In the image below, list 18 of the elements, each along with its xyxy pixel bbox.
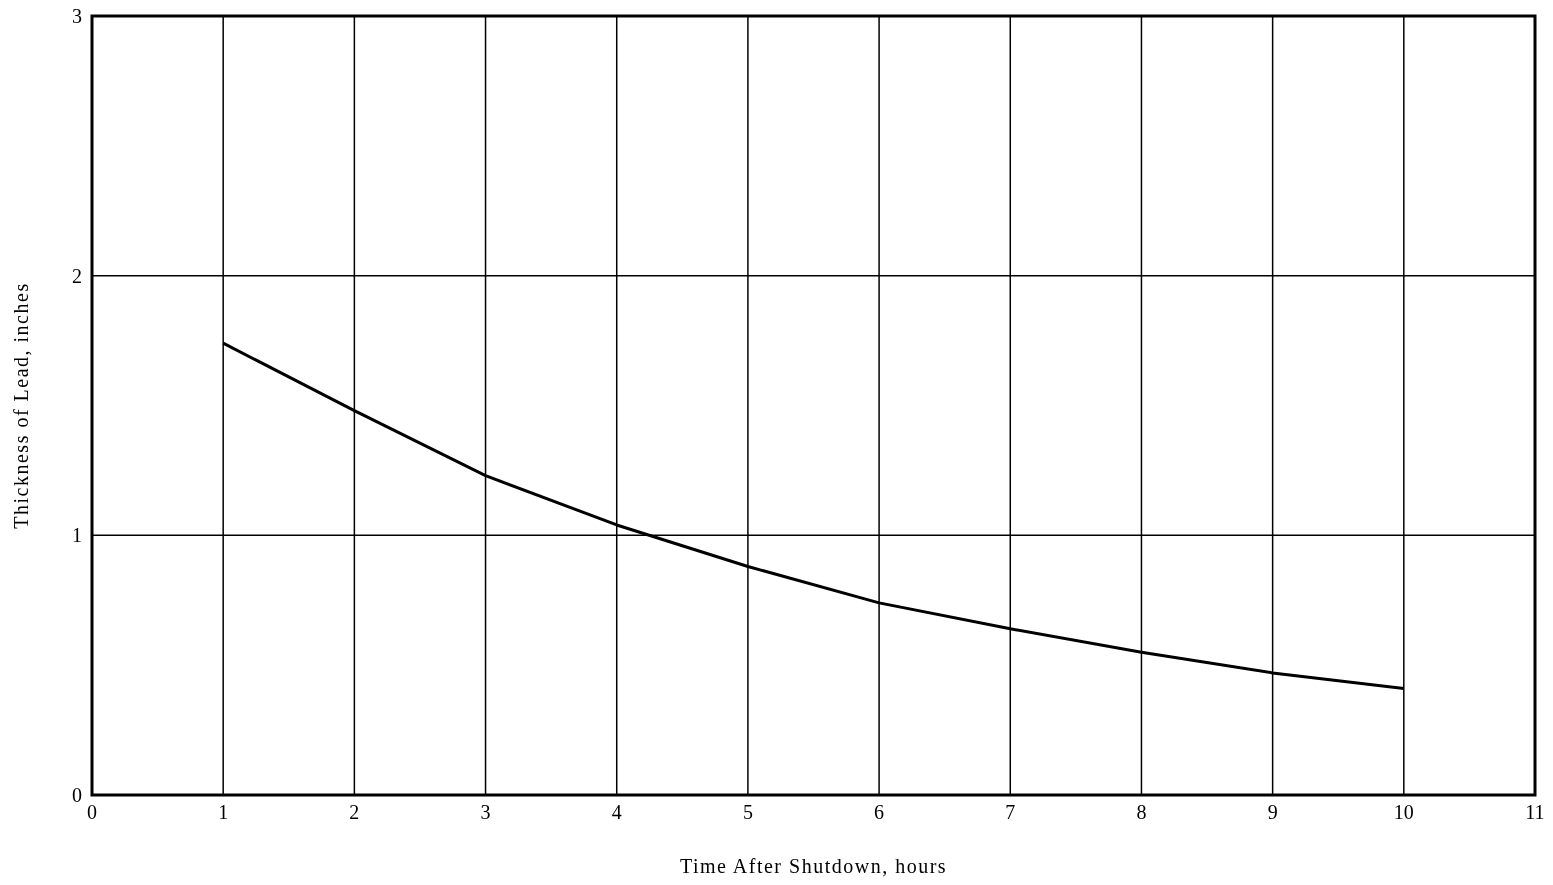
- x-tick-label: 7: [1005, 801, 1016, 823]
- x-tick-label: 1: [218, 801, 229, 823]
- x-tick-label: 9: [1267, 801, 1278, 823]
- y-tick-label: 3: [72, 5, 82, 27]
- x-tick-label: 11: [1525, 801, 1545, 823]
- x-tick-label: 10: [1393, 801, 1414, 823]
- y-tick-label: 1: [72, 524, 82, 547]
- y-tick-label: 0: [72, 784, 82, 806]
- y-tick-label: 2: [72, 264, 82, 287]
- x-tick-label: 6: [874, 801, 885, 823]
- x-tick-label: 0: [87, 801, 97, 823]
- x-tick-label: 8: [1136, 801, 1147, 823]
- x-tick-label: 5: [742, 801, 753, 823]
- x-tick-label: 4: [611, 801, 622, 823]
- x-tick-label: 2: [349, 801, 360, 823]
- y-axis-title: Thickness of Lead, inches: [10, 282, 32, 529]
- x-axis-title: Time After Shutdown, hours: [679, 855, 948, 877]
- x-tick-label: 3: [480, 801, 491, 823]
